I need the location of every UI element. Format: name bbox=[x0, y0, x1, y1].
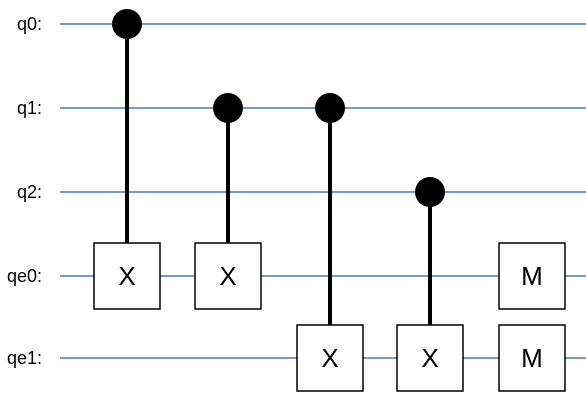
cnot-gate-3: X bbox=[296, 93, 364, 392]
measure-gate-qe0: M bbox=[498, 242, 566, 310]
cnot-gate-2: X bbox=[194, 93, 262, 310]
control-dot bbox=[112, 9, 142, 39]
x-gate-label: X bbox=[219, 261, 236, 291]
x-gate-box bbox=[296, 324, 364, 392]
x-gate-box bbox=[93, 242, 161, 310]
wire-label-q1: q1: bbox=[17, 98, 42, 118]
wire-label-q0: q0: bbox=[17, 14, 42, 34]
measure-gate-qe1: M bbox=[498, 324, 566, 392]
measure-gate-label: M bbox=[521, 343, 543, 373]
measure-gate-label: M bbox=[521, 261, 543, 291]
measure-gate-box bbox=[498, 324, 566, 392]
measure-gate-box bbox=[498, 242, 566, 310]
x-gate-box bbox=[194, 242, 262, 310]
x-gate-box bbox=[396, 324, 464, 392]
control-dot bbox=[415, 177, 445, 207]
wire-label-qe0: qe0: bbox=[7, 266, 42, 286]
gates-layer: X X X X M M bbox=[93, 9, 566, 392]
x-gate-label: X bbox=[421, 343, 438, 373]
wire-label-qe1: qe1: bbox=[7, 348, 42, 368]
control-dot bbox=[213, 93, 243, 123]
x-gate-label: X bbox=[118, 261, 135, 291]
x-gate-label: X bbox=[321, 343, 338, 373]
wire-label-q2: q2: bbox=[17, 182, 42, 202]
cnot-gate-1: X bbox=[93, 9, 161, 310]
cnot-gate-4: X bbox=[396, 177, 464, 392]
control-dot bbox=[315, 93, 345, 123]
wire-labels-layer: q0: q1: q2: qe0: qe1: bbox=[7, 14, 42, 368]
